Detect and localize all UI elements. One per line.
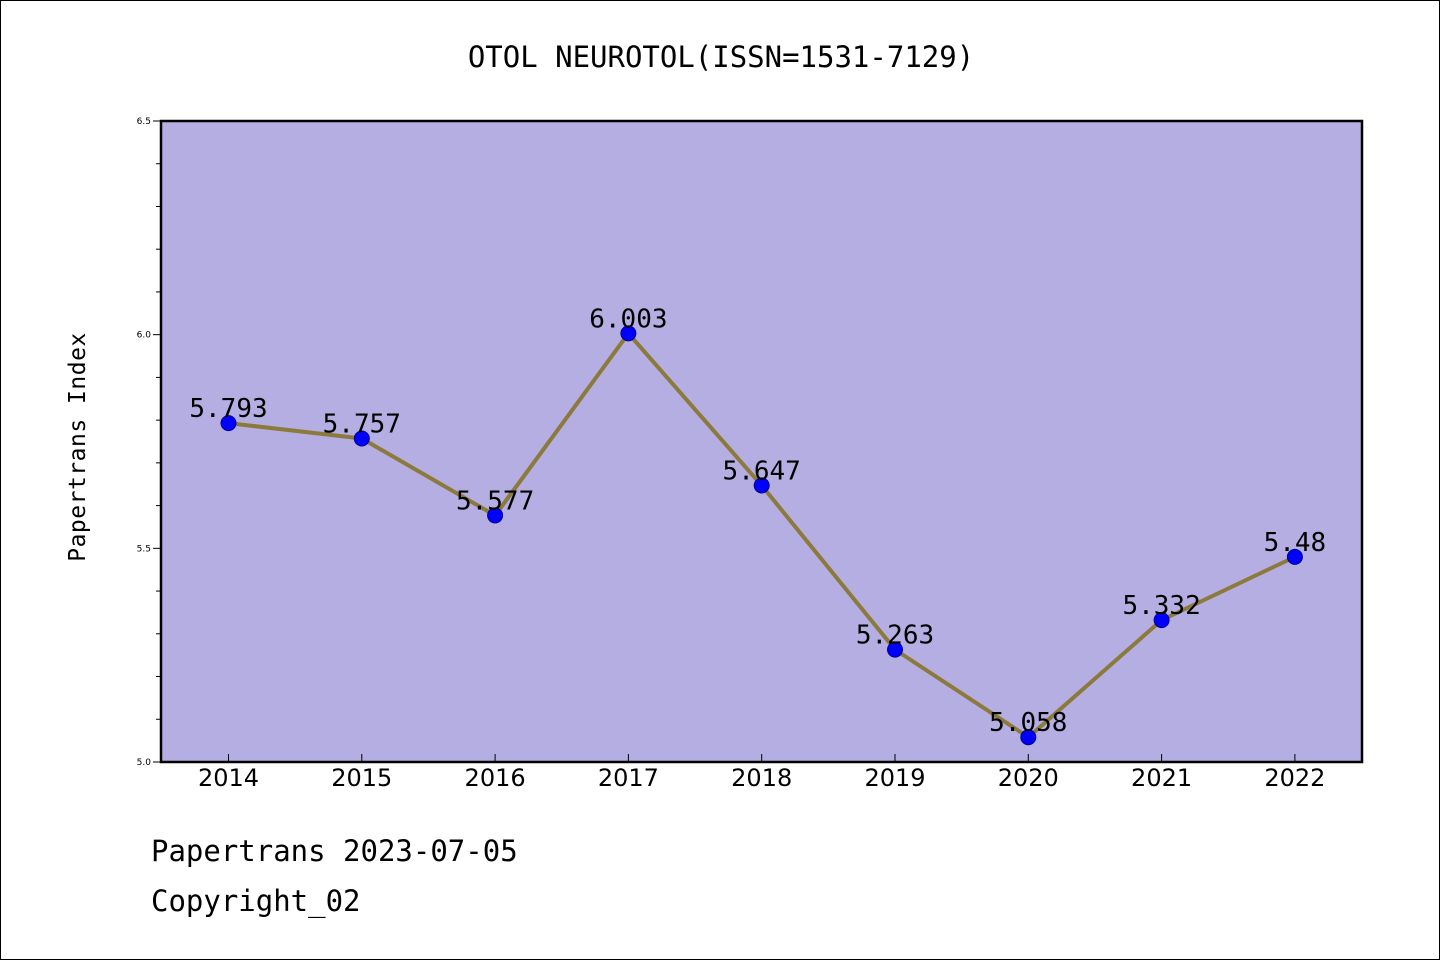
x-tick-label: 2019 bbox=[864, 764, 925, 792]
data-point bbox=[1286, 548, 1303, 565]
y-tick-label: 5.5 bbox=[137, 544, 151, 554]
data-label: 5.757 bbox=[323, 410, 401, 440]
data-label: 5.058 bbox=[989, 708, 1067, 738]
plot-area bbox=[159, 119, 1364, 764]
x-tick-label: 2015 bbox=[331, 764, 392, 792]
footer-copyright: Copyright_02 bbox=[151, 884, 361, 918]
y-tick-label: 6.0 bbox=[137, 331, 152, 341]
data-label: 5.793 bbox=[189, 394, 267, 424]
data-label: 5.332 bbox=[1122, 591, 1200, 621]
footer-date: Papertrans 2023-07-05 bbox=[151, 834, 518, 868]
data-point bbox=[753, 477, 770, 494]
x-tick-label: 2020 bbox=[998, 764, 1059, 792]
x-tick-label: 2016 bbox=[465, 764, 526, 792]
chart-title: OTOL NEUROTOL(ISSN=1531-7129) bbox=[468, 40, 974, 74]
series-group: 5.793 5.757 5.577 6.003 5.647 5.263 5.058 5.332… bbox=[189, 304, 1327, 746]
data-point bbox=[620, 325, 637, 342]
y-tick-label: 5.0 bbox=[137, 758, 152, 768]
data-label: 5.647 bbox=[723, 457, 801, 487]
data-point bbox=[1020, 729, 1037, 746]
data-point bbox=[887, 641, 903, 658]
data-label: 5.577 bbox=[456, 486, 534, 516]
y-axis: 5.0 5.5 6.0 6.5 bbox=[137, 117, 161, 768]
y-axis-label: Papertrans Index bbox=[65, 332, 91, 562]
x-tick-label: 2018 bbox=[731, 764, 792, 792]
x-axis: 2014 2015 2016 2017 2018 2019 2020 2021 2022 bbox=[198, 754, 1325, 792]
y-tick-label: 6.5 bbox=[137, 117, 151, 127]
data-point bbox=[220, 415, 237, 432]
data-point bbox=[353, 430, 370, 447]
data-label: 6.003 bbox=[589, 304, 667, 334]
data-label: 5.263 bbox=[856, 621, 934, 651]
x-tick-label: 2014 bbox=[198, 764, 259, 792]
data-point bbox=[487, 507, 504, 524]
data-label: 5.48 bbox=[1264, 528, 1327, 558]
x-tick-label: 2022 bbox=[1264, 764, 1325, 792]
x-tick-label: 2017 bbox=[598, 764, 659, 792]
x-tick-label: 2021 bbox=[1131, 764, 1192, 792]
data-point bbox=[1153, 612, 1170, 629]
